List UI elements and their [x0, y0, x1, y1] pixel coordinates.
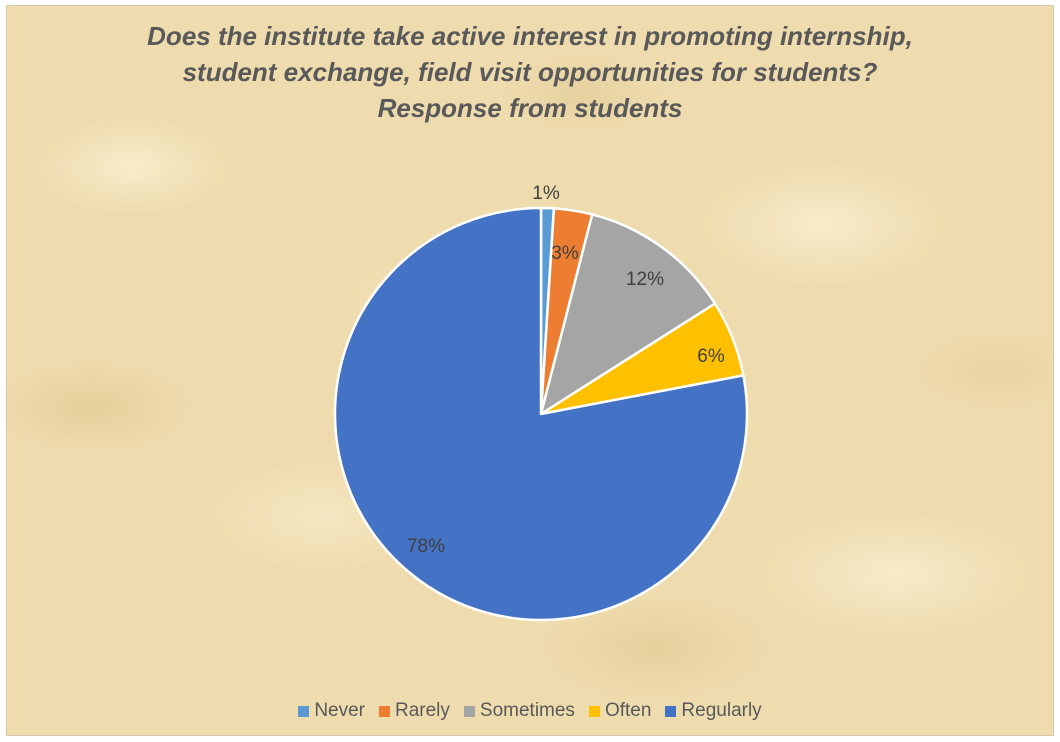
legend-swatch-often: [588, 705, 600, 717]
data-label-never: 1%: [532, 183, 560, 204]
legend-label-sometimes: Sometimes: [479, 700, 575, 721]
pie-chart: 1% 3% 12% 6% 78%: [333, 183, 749, 622]
data-label-rarely: 3%: [551, 243, 579, 264]
legend-item-often: Often: [588, 700, 652, 722]
data-label-sometimes: 12%: [626, 269, 664, 290]
legend-swatch-sometimes: [463, 705, 475, 717]
legend-item-sometimes: Sometimes: [463, 700, 575, 722]
legend-swatch-regularly: [665, 705, 677, 717]
legend-label-never: Never: [314, 700, 365, 721]
data-label-often: 6%: [697, 346, 725, 367]
legend-item-never: Never: [298, 700, 365, 722]
chart-title-line-3: Response from students: [377, 93, 683, 123]
data-label-regularly: 78%: [407, 536, 445, 557]
chart-title: Does the institute take active interest …: [7, 18, 1053, 126]
legend-item-regularly: Regularly: [665, 700, 762, 722]
legend-label-often: Often: [604, 700, 652, 721]
legend-label-regularly: Regularly: [681, 700, 762, 721]
pie-slice-sometimes: [539, 213, 717, 416]
chart-title-line-1: Does the institute take active interest …: [147, 21, 913, 51]
legend-item-rarely: Rarely: [379, 700, 450, 722]
pie-slice-regularly: [333, 206, 749, 622]
legend-swatch-never: [298, 705, 310, 717]
chart-area: Does the institute take active interest …: [6, 5, 1054, 736]
chart-legend: Never Rarely Sometimes Often Regularly: [7, 700, 1053, 722]
legend-swatch-rarely: [379, 705, 390, 717]
legend-label-rarely: Rarely: [395, 700, 450, 721]
chart-title-line-2: student exchange, field visit opportunit…: [182, 57, 878, 87]
